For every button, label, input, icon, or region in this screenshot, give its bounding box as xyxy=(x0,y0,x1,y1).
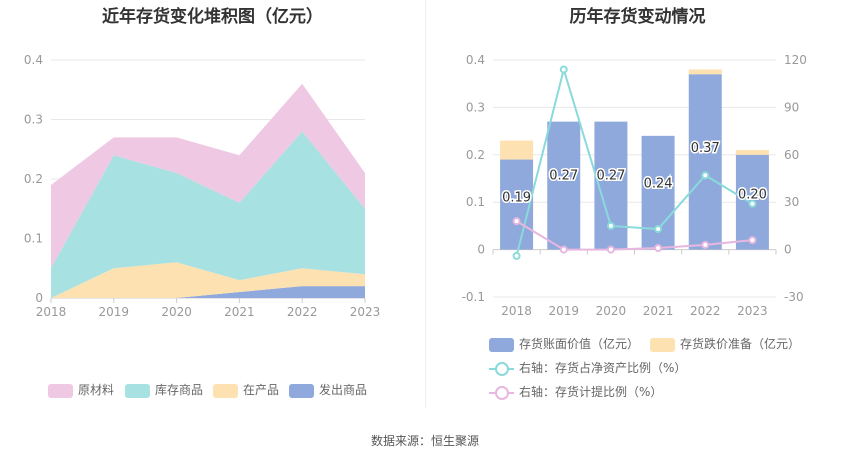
line-point xyxy=(606,221,615,230)
x-tick-label: 2018 xyxy=(501,304,532,318)
legend-item[interactable]: 存货账面价值（亿元） xyxy=(489,336,639,352)
y-tick-label: 0.1 xyxy=(24,232,43,246)
line-point xyxy=(748,236,757,245)
y-right-tick-label: 60 xyxy=(784,148,799,162)
line-point xyxy=(512,217,521,226)
y-tick-label: 0.3 xyxy=(24,113,43,127)
bar-存货账面价值（亿元） xyxy=(500,159,534,250)
x-tick-label: 2019 xyxy=(99,305,130,319)
stacked-area-chart-panel: 近年存货变化堆积图（亿元） 0 0.1 0.2 0.3 0.4 2018 2019 2020 2… xyxy=(0,0,425,410)
y-right-tick-label: 30 xyxy=(784,195,799,209)
y-left-tick-label: -0.1 xyxy=(462,290,485,304)
stacked-area-chart: 0 0.1 0.2 0.3 0.4 2018 2019 2020 2021 2022 2023 xyxy=(24,53,381,319)
y-right-tick-label: -30 xyxy=(784,290,804,304)
legend-label: 原材料 xyxy=(78,383,115,397)
legend-item[interactable]: 库存商品 xyxy=(125,382,203,398)
line-point xyxy=(559,65,568,74)
legend-label: 在产品 xyxy=(243,383,280,397)
bar-value-label: 0.27 xyxy=(549,168,578,183)
legend-label: 发出商品 xyxy=(319,383,368,397)
y-left-tick-label: 0.2 xyxy=(466,148,485,162)
bar-value-label: 0.24 xyxy=(644,177,673,192)
bar-存货跌价准备（亿元） xyxy=(500,140,534,160)
x-tick-label: 2020 xyxy=(161,305,192,319)
x-tick-label: 2021 xyxy=(224,305,255,319)
legend-swatch xyxy=(289,383,314,398)
legend-swatch xyxy=(125,383,150,398)
y-tick-label: 0.2 xyxy=(24,172,43,186)
chart-title: 近年存货变化堆积图（亿元） xyxy=(102,7,323,27)
line-右轴：存货计提比例（%） xyxy=(516,220,753,251)
y-right-tick-label: 0 xyxy=(784,243,792,257)
legend-label: 右轴：存货计提比例（%） xyxy=(519,385,663,399)
legend-swatch xyxy=(213,383,238,398)
legend-swatch xyxy=(489,337,514,352)
data-source-label: 数据来源：恒生聚源 xyxy=(370,434,479,448)
chart-title: 历年存货变动情况 xyxy=(569,7,706,27)
area-原材料 xyxy=(51,83,365,269)
x-tick-label: 2020 xyxy=(596,304,627,318)
line-point xyxy=(701,171,710,180)
x-tick-label: 2018 xyxy=(36,305,67,319)
panel-divider xyxy=(425,0,426,408)
legend-label: 存货账面价值（亿元） xyxy=(519,337,640,351)
y-left-tick-label: 0.1 xyxy=(466,195,485,209)
y-left-tick-label: 0.4 xyxy=(466,53,485,67)
inventory-change-chart-panel: 历年存货变动情况 -0.1 0 0.1 0.2 0.3 0.4 -30 0 30 60 90 120 2… xyxy=(425,0,850,410)
bar-value-label: 0.20 xyxy=(738,188,767,203)
legend-swatch xyxy=(48,383,73,398)
x-tick-label: 2019 xyxy=(548,304,579,318)
legend-swatch xyxy=(489,361,514,376)
legend-label: 右轴：存货占净资产比例（%） xyxy=(519,361,687,375)
bar-存货账面价值（亿元） xyxy=(547,121,581,250)
x-tick-label: 2022 xyxy=(287,305,318,319)
x-tick-label: 2021 xyxy=(643,304,674,318)
bar-value-label: 0.37 xyxy=(691,141,720,156)
bar-存货账面价值（亿元） xyxy=(688,74,722,250)
x-tick-label: 2023 xyxy=(737,304,768,318)
bar-value-label: 0.19 xyxy=(502,190,531,205)
line-point xyxy=(701,240,710,249)
legend-item[interactable]: 存货跌价准备（亿元） xyxy=(650,336,800,352)
line-右轴：存货占净资产比例（%） xyxy=(515,65,753,257)
x-tick-label: 2022 xyxy=(690,304,721,318)
bar-value-label: 0.27 xyxy=(596,168,625,183)
y-right-tick-label: 120 xyxy=(784,53,807,67)
y-left-tick-label: 0 xyxy=(477,243,485,257)
legend-label: 存货跌价准备（亿元） xyxy=(680,337,801,351)
line-point xyxy=(606,245,615,254)
line-point xyxy=(654,225,663,234)
x-tick-label: 2023 xyxy=(350,305,381,319)
legend-swatch xyxy=(650,337,675,352)
y-tick-label: 0 xyxy=(35,291,43,305)
line-point xyxy=(748,199,757,208)
y-tick-label: 0.4 xyxy=(24,53,43,67)
legend-item[interactable]: 在产品 xyxy=(213,382,279,398)
legend-item[interactable]: 原材料 xyxy=(48,382,114,398)
legend-item[interactable]: 发出商品 xyxy=(289,382,367,398)
line-point xyxy=(654,244,663,253)
y-left-tick-label: 0.3 xyxy=(466,100,485,114)
bar-line-combo-chart: -0.1 0 0.1 0.2 0.3 0.4 -30 0 30 60 90 120 2018 2019 20… xyxy=(462,53,807,318)
legend-item[interactable]: 右轴：存货计提比例（%） xyxy=(489,384,662,400)
area-发出商品 xyxy=(51,286,365,298)
legend-swatch xyxy=(489,385,514,400)
legend-item[interactable]: 右轴：存货占净资产比例（%） xyxy=(489,360,686,376)
bar-存货跌价准备（亿元） xyxy=(688,69,722,75)
area-库存商品 xyxy=(51,131,365,298)
bar-存货跌价准备（亿元） xyxy=(735,150,769,155)
area-在产品 xyxy=(51,262,365,298)
line-point xyxy=(559,245,568,254)
line-point xyxy=(512,251,521,260)
legend-label: 库存商品 xyxy=(155,383,204,397)
y-right-tick-label: 90 xyxy=(784,100,799,114)
